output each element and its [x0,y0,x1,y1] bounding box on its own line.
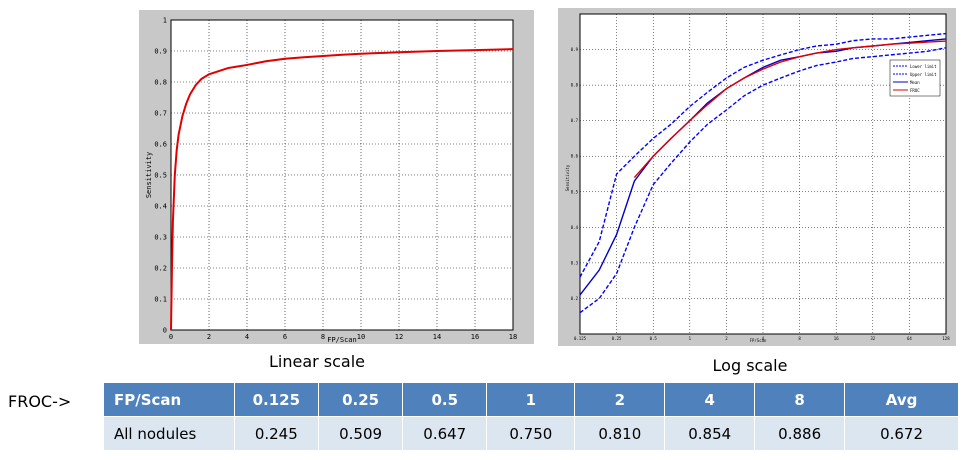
header-cell: 4 [664,383,756,417]
linear-y-tick-label: 0.3 [154,234,167,242]
linear-y-tick-label: 0.9 [154,48,167,56]
log-y-tick-label: 0.8 [571,83,579,88]
linear-x-tick-label: 8 [321,333,325,341]
linear-chart-panel: 0 2 4 6 8 10 12 14 16 18 0 0.1 0.2 0.3 0.4 0.5 0.6 0.7 0.8… [139,10,534,344]
linear-y-tick-label: 0.7 [154,110,167,118]
table-cell: 0.750 [486,416,576,450]
log-y-tick-label: 0.2 [571,296,579,301]
log-caption: Log scale [712,356,788,375]
log-x-tick-label: 1 [689,336,692,341]
linear-x-tick-label: 12 [395,333,403,341]
table-cell: 0.672 [844,416,959,450]
log-y-tick-label: 0.5 [571,189,579,194]
log-x-tick-label: 16 [834,336,839,341]
linear-y-tick-label: 0 [163,327,167,335]
log-x-tick-label: 4 [762,336,765,341]
log-y-tick-label: 0.4 [571,225,579,230]
header-cell: 0.5 [402,383,488,417]
log-x-tick-label: 32 [870,336,875,341]
legend-froc-label: FROC [910,88,920,93]
header-cell: 0.125 [234,383,320,417]
table-cell: 0.854 [664,416,756,450]
log-x-tick-label: 0.125 [574,336,587,341]
legend-mean-label: Mean [910,80,920,85]
table-cell: 0.810 [574,416,666,450]
header-cell: 2 [574,383,666,417]
log-x-tick-label: 0.25 [612,336,622,341]
header-cell: FP/Scan [104,383,235,417]
log-y-tick-label: 0.3 [571,260,579,265]
log-x-axis-label: FP/Scan [750,338,767,343]
linear-x-tick-label: 10 [357,333,365,341]
linear-x-tick-label: 6 [283,333,287,341]
linear-y-tick-label: 1 [163,17,167,25]
header-cell: 0.25 [318,383,404,417]
table-cell: 0.245 [234,416,320,450]
linear-y-tick-label: 0.1 [154,296,167,304]
table-row: All nodules 0.245 0.509 0.647 0.750 0.81… [104,416,959,450]
froc-table: FP/Scan 0.125 0.25 0.5 1 2 4 8 Avg All n… [104,383,959,450]
linear-x-tick-label: 16 [471,333,479,341]
linear-y-tick-label: 0.8 [154,79,167,87]
header-cell: 8 [754,383,846,417]
froc-side-label: FROC-> [8,392,72,411]
log-legend: Lower limit Upper limit Mean FROC [889,59,941,97]
froc-table-header-row: FP/Scan 0.125 0.25 0.5 1 2 4 8 Avg [104,383,959,417]
log-x-tick-label: 128 [942,336,950,341]
table-cell: 0.509 [318,416,404,450]
log-x-tick-label: 8 [798,336,801,341]
linear-y-tick-label: 0.5 [154,172,167,180]
table-cell: 0.647 [402,416,488,450]
linear-y-tick-label: 0.4 [154,203,167,211]
log-series-upper-limit-line [579,32,947,278]
log-y-axis-label: Sensitivity [565,164,570,191]
linear-y-tick-label: 0.6 [154,141,167,149]
log-x-tick-label: 2 [725,336,728,341]
linear-x-tick-label: 4 [245,333,249,341]
log-series-froc-line [633,40,947,179]
table-cell: 0.886 [754,416,846,450]
log-y-tick-label: 0.9 [571,47,579,52]
log-chart-svg: 0.125 0.25 0.5 1 2 4 8 16 32 64 128 0.2 0.3 0.4 0.5 0.6… [565,13,950,343]
table-cell: All nodules [104,416,235,450]
linear-y-axis-label: Sensitivity [145,152,153,198]
log-chart-panel: 0.125 0.25 0.5 1 2 4 8 16 32 64 128 0.2 0.3 0.4 0.5 0.6… [558,8,956,346]
linear-x-axis-label: FP/Scan [327,336,357,344]
log-x-tick-label: 0.5 [650,336,658,341]
log-y-tick-label: 0.6 [571,154,579,159]
linear-x-tick-label: 2 [207,333,211,341]
linear-chart-svg: 0 2 4 6 8 10 12 14 16 18 0 0.1 0.2 0.3 0.4 0.5 0.6 0.7 0.8… [145,17,517,345]
log-x-tick-label: 64 [907,336,912,341]
linear-y-tick-label: 0.2 [154,265,167,273]
legend-lower-limit-label: Lower limit [910,64,937,69]
linear-froc-series-line [170,48,514,331]
legend-upper-limit-label: Upper limit [910,72,937,77]
header-cell: 1 [486,383,576,417]
linear-x-tick-label: 14 [433,333,441,341]
log-y-tick-label: 0.7 [571,118,579,123]
linear-x-tick-label: 0 [169,333,173,341]
header-cell: Avg [844,383,959,417]
linear-caption: Linear scale [268,352,366,371]
linear-x-tick-label: 18 [509,333,517,341]
